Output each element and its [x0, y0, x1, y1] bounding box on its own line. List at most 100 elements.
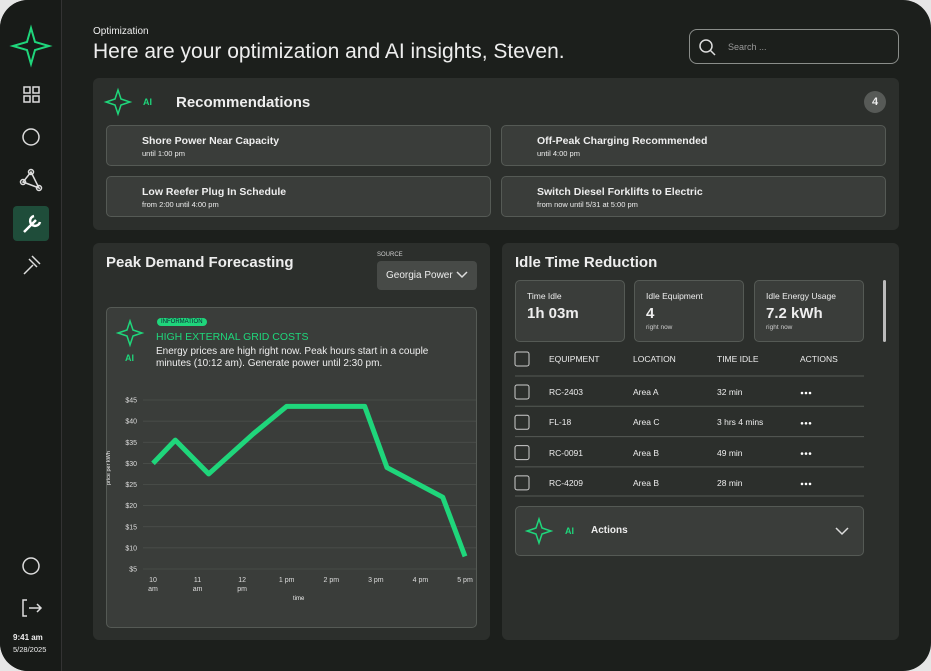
- checkbox: [514, 445, 530, 461]
- actions-box[interactable]: [515, 506, 864, 556]
- stat-note: right now: [766, 324, 793, 331]
- recommendation-title: Off-Peak Charging Recommended: [537, 135, 708, 147]
- x-tick-label: 5 pm: [457, 577, 473, 584]
- recommendation-title: Shore Power Near Capacity: [142, 135, 280, 147]
- x-tick-label: 10 am: [148, 577, 158, 593]
- stat-label: Idle Energy Usage: [766, 291, 836, 301]
- table-cell: 3 hrs 4 mins: [717, 417, 764, 428]
- table-cell: 32 min: [717, 387, 743, 397]
- column-header: EQUIPMENT: [549, 354, 600, 364]
- column-header: TIME IDLE: [717, 354, 759, 364]
- recommendation-card[interactable]: [501, 176, 886, 217]
- y-tick-label: $35: [125, 440, 137, 447]
- eyebrow: Optimization: [93, 26, 149, 37]
- stat-value: 4: [646, 305, 655, 322]
- checkbox: [514, 475, 530, 491]
- recommendations-title: Recommendations: [176, 94, 311, 111]
- source-value: Georgia Power: [386, 270, 453, 281]
- recommendation-card[interactable]: [501, 125, 886, 166]
- y-tick-label: $45: [125, 398, 137, 405]
- row-menu-dot: [808, 422, 812, 425]
- stat-card: [634, 280, 744, 342]
- nav-network[interactable]: [19, 168, 43, 192]
- search-icon-handle: [709, 49, 716, 56]
- checkbox: [514, 384, 530, 400]
- row-menu-dot: [808, 452, 812, 455]
- x-tick-label: 4 pm: [412, 577, 429, 584]
- row-menu-dot: [808, 391, 812, 395]
- y-tick-label: $20: [125, 503, 137, 510]
- x-tick-label: 2 pm: [323, 577, 340, 584]
- x-tick-label: 1 pm: [278, 577, 295, 584]
- y-tick-label: $5: [129, 567, 137, 574]
- table-cell: Area B: [633, 477, 659, 488]
- sidebar: [0, 0, 62, 671]
- recommendation-subtitle: from now until 5/31 at 5:00 pm: [537, 200, 638, 209]
- scrollbar[interactable]: [883, 280, 886, 342]
- recommendation-title: Switch Diesel Forklifts to Electric: [537, 186, 703, 198]
- table-cell: FL-18: [549, 417, 572, 428]
- checkbox: [514, 351, 530, 367]
- info-badge: INFORMATION: [157, 318, 207, 326]
- logo: [9, 24, 53, 68]
- table-cell: RC-4209: [549, 477, 584, 488]
- nav-tools[interactable]: [23, 214, 42, 233]
- table-cell: Area A: [633, 387, 659, 397]
- stat-label: Time Idle: [527, 291, 562, 301]
- idle-title: Idle Time Reduction: [515, 254, 658, 271]
- x-tick-label: 3 pm: [368, 577, 384, 584]
- recommendation-card[interactable]: [106, 176, 491, 217]
- nav-energy[interactable]: [22, 128, 40, 146]
- row-menu-dot: [804, 422, 808, 425]
- info-ai: AI: [125, 353, 134, 363]
- column-header: ACTIONS: [800, 354, 838, 364]
- y-tick-label: $25: [125, 482, 137, 489]
- recommendation-card[interactable]: [106, 125, 491, 166]
- recommendation-title: Low Reefer Plug In Schedule: [142, 186, 287, 198]
- stat-card: [515, 280, 625, 342]
- source-label: SOURCE: [377, 252, 403, 258]
- x-tick-label: 12 pm: [237, 577, 247, 593]
- page-title: Here are your optimization and AI insigh…: [93, 40, 565, 63]
- nav-logout[interactable]: [22, 599, 43, 617]
- date: 5/28/2025: [13, 645, 47, 654]
- row-menu-dot: [808, 482, 812, 486]
- stat-label: Idle Equipment: [646, 291, 703, 301]
- y-tick-label: $10: [125, 545, 137, 552]
- recommendation-subtitle: from 2:00 until 4:00 pm: [142, 200, 219, 209]
- actions-title: Actions: [591, 525, 628, 536]
- checkbox: [514, 414, 530, 430]
- actions-ai: AI: [565, 526, 574, 536]
- row-menu-dot: [800, 452, 804, 455]
- stat-value: 1h 03m: [527, 305, 579, 322]
- table-cell: RC-2403: [549, 387, 584, 397]
- column-header: LOCATION: [633, 354, 676, 364]
- nav-settings[interactable]: [22, 557, 40, 575]
- nav-legal[interactable]: [23, 255, 41, 275]
- info-text: Energy prices are high right now. Peak h…: [156, 346, 429, 369]
- stat-card: [754, 280, 864, 342]
- table-cell: 49 min: [717, 447, 743, 458]
- search-icon: [699, 39, 713, 53]
- nav-dashboard[interactable]: [23, 86, 40, 103]
- y-tick-label: $40: [125, 419, 137, 426]
- x-axis-label: time: [293, 596, 305, 602]
- x-tick-label: 11 am: [192, 577, 203, 593]
- row-menu-dot: [804, 482, 808, 486]
- table-cell: 28 min: [717, 477, 743, 488]
- actions-chevron: [835, 527, 849, 536]
- recommendation-subtitle: until 1:00 pm: [142, 149, 185, 158]
- y-tick-label: $30: [125, 461, 137, 468]
- row-menu-dot: [804, 452, 808, 455]
- price-line: [151, 403, 468, 558]
- table-cell: Area B: [633, 447, 659, 458]
- search-box[interactable]: [689, 29, 899, 64]
- table-cell: Area C: [633, 417, 660, 428]
- info-heading: HIGH EXTERNAL GRID COSTS: [156, 331, 309, 343]
- recommendation-count: 4: [864, 91, 886, 113]
- row-menu-dot: [804, 391, 808, 395]
- recommendation-subtitle: until 4:00 pm: [537, 149, 580, 158]
